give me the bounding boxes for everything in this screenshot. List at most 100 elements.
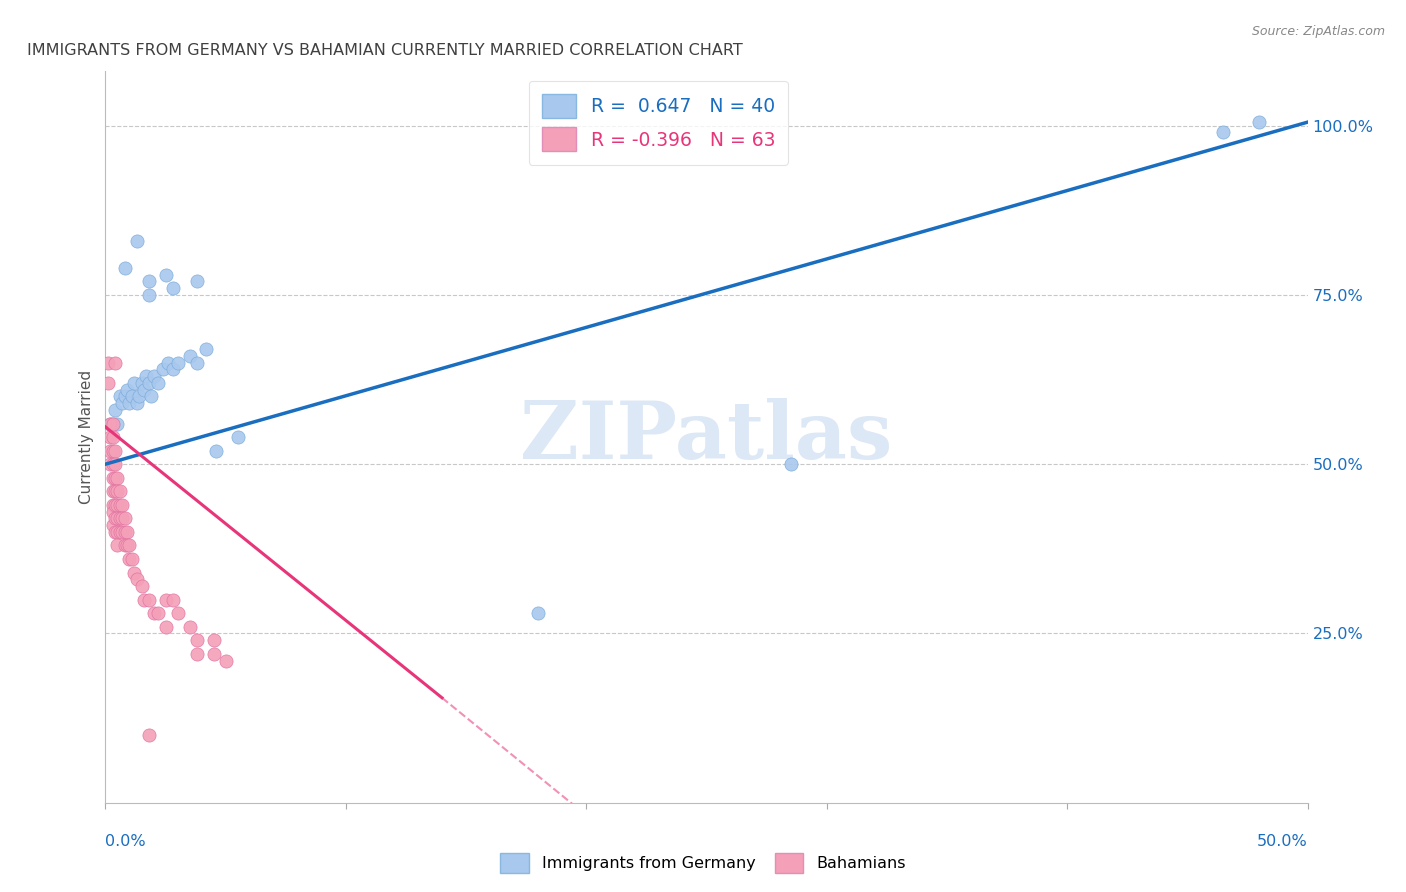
- Point: [108, 498, 131, 512]
- Point: [214, 654, 236, 668]
- Point: [98, 417, 121, 431]
- Point: [142, 369, 165, 384]
- Point: [98, 430, 121, 444]
- Point: [104, 484, 127, 499]
- Point: [138, 376, 160, 390]
- Point: [202, 633, 225, 648]
- Point: [152, 362, 174, 376]
- Point: [111, 511, 134, 525]
- Point: [101, 417, 124, 431]
- Point: [114, 511, 136, 525]
- Point: [118, 396, 141, 410]
- Point: [125, 396, 148, 410]
- Point: [101, 443, 124, 458]
- Point: [115, 383, 138, 397]
- Point: [98, 457, 121, 471]
- Point: [108, 484, 131, 499]
- Point: [104, 355, 127, 369]
- Point: [108, 389, 131, 403]
- Point: [195, 342, 218, 356]
- Point: [101, 430, 124, 444]
- Point: [101, 457, 124, 471]
- Point: [118, 538, 141, 552]
- Point: [155, 268, 177, 282]
- Point: [104, 457, 127, 471]
- Point: [124, 566, 146, 580]
- Point: [107, 498, 129, 512]
- Point: [205, 443, 228, 458]
- Point: [155, 620, 177, 634]
- Point: [131, 376, 153, 390]
- Point: [97, 355, 120, 369]
- Point: [139, 389, 162, 403]
- Point: [111, 524, 134, 539]
- Point: [132, 592, 155, 607]
- Point: [107, 524, 129, 539]
- Y-axis label: Currently Married: Currently Married: [79, 370, 94, 504]
- Point: [125, 234, 148, 248]
- Point: [138, 274, 160, 288]
- Point: [186, 633, 208, 648]
- Point: [111, 396, 134, 410]
- Text: IMMIGRANTS FROM GERMANY VS BAHAMIAN CURRENTLY MARRIED CORRELATION CHART: IMMIGRANTS FROM GERMANY VS BAHAMIAN CURR…: [27, 43, 742, 58]
- Point: [114, 524, 136, 539]
- Point: [104, 524, 127, 539]
- Point: [97, 376, 120, 390]
- Point: [142, 606, 165, 620]
- Point: [132, 383, 155, 397]
- Point: [101, 471, 124, 485]
- Point: [107, 484, 129, 499]
- Point: [104, 471, 127, 485]
- Point: [104, 443, 127, 458]
- Point: [124, 376, 146, 390]
- Point: [166, 355, 188, 369]
- Point: [186, 274, 208, 288]
- Point: [115, 524, 138, 539]
- Point: [128, 389, 150, 403]
- Point: [1212, 125, 1234, 139]
- Point: [107, 471, 129, 485]
- Point: [101, 505, 124, 519]
- Point: [179, 349, 201, 363]
- Point: [101, 498, 124, 512]
- Point: [135, 369, 157, 384]
- Point: [527, 606, 550, 620]
- Point: [101, 417, 124, 431]
- Point: [186, 355, 208, 369]
- Point: [104, 511, 127, 525]
- Point: [226, 430, 249, 444]
- Point: [104, 498, 127, 512]
- Point: [162, 281, 184, 295]
- Point: [111, 498, 134, 512]
- Point: [115, 538, 138, 552]
- Text: Source: ZipAtlas.com: Source: ZipAtlas.com: [1251, 25, 1385, 38]
- Point: [114, 538, 136, 552]
- Point: [138, 288, 160, 302]
- Point: [108, 511, 131, 525]
- Point: [138, 592, 160, 607]
- Point: [104, 403, 127, 417]
- Point: [166, 606, 188, 620]
- Point: [1249, 115, 1271, 129]
- Point: [779, 457, 801, 471]
- Point: [101, 518, 124, 533]
- Point: [107, 417, 129, 431]
- Point: [202, 647, 225, 661]
- Point: [162, 362, 184, 376]
- Point: [108, 524, 131, 539]
- Point: [155, 592, 177, 607]
- Point: [114, 260, 136, 275]
- Point: [148, 376, 170, 390]
- Point: [156, 355, 179, 369]
- Point: [148, 606, 170, 620]
- Text: 0.0%: 0.0%: [105, 833, 146, 848]
- Point: [186, 647, 208, 661]
- Point: [179, 620, 201, 634]
- Point: [131, 579, 153, 593]
- Point: [125, 572, 148, 586]
- Point: [162, 592, 184, 607]
- Legend: R =  0.647   N = 40, R = -0.396   N = 63: R = 0.647 N = 40, R = -0.396 N = 63: [529, 81, 789, 164]
- Point: [118, 552, 141, 566]
- Point: [107, 538, 129, 552]
- Point: [98, 417, 121, 431]
